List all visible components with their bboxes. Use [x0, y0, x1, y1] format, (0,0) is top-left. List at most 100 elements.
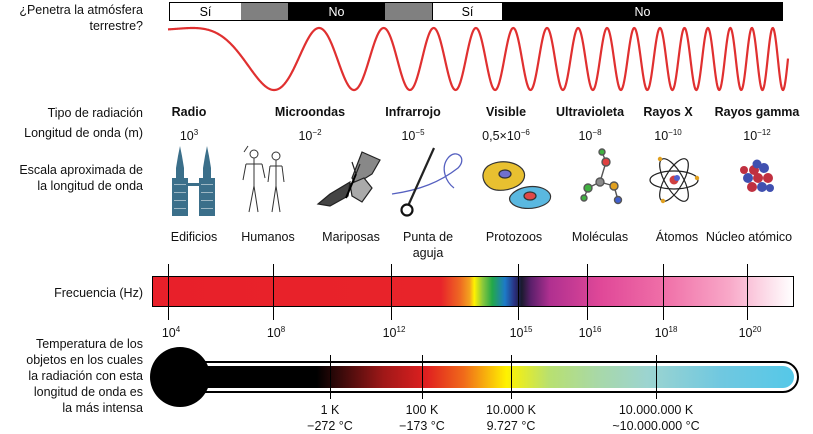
temperature-tick-mark: [330, 355, 331, 399]
frequency-tick-exponent: 4: [175, 325, 181, 334]
frequency-tick-exponent: 16: [592, 325, 602, 334]
scale-object-caption: Núcleo atómico: [705, 230, 793, 244]
nucleus-icon: [740, 159, 774, 192]
temperature-tick-label: 1 K −272 °C: [307, 402, 353, 434]
frequency-tick-exponent: 18: [668, 325, 678, 334]
penetration-seg-partial-1: [241, 3, 288, 20]
frequency-tick-exponent: 8: [280, 325, 286, 334]
wavelength-exponent: −2: [312, 128, 322, 137]
humans-icon: [242, 145, 285, 213]
temperature-celsius: −173 °C: [399, 419, 445, 433]
penetration-seg-partial-2: [385, 3, 432, 20]
frequency-tick-mark: [747, 264, 748, 320]
penetration-seg-no-1: No: [288, 3, 385, 20]
temperature-tick-label: 10.000 K 9.727 °C: [486, 402, 536, 434]
wavelength-base: 0,5×10: [482, 129, 521, 143]
wavelength-value: 10−10: [654, 125, 681, 144]
frequency-tick-label: 1012: [383, 322, 406, 341]
wavelength-base: 10: [179, 129, 194, 143]
scale-label-line2: la longitud de onda: [37, 179, 143, 193]
thermometer-fluid: [182, 366, 794, 388]
penetration-bar: Sí No Sí No: [169, 2, 783, 21]
wavelength-value: 10−2: [298, 125, 321, 144]
scale-icons: [172, 145, 774, 217]
temperature-tick-mark: [422, 355, 423, 399]
radiation-type-name: Rayos X: [643, 105, 693, 119]
frequency-tick-base: 10: [509, 326, 524, 340]
wavelength-label: Longitud de onda (m): [24, 126, 143, 140]
atom-icon: [649, 156, 700, 204]
wavelength-exponent: −12: [757, 128, 771, 137]
frequency-tick-base: 10: [382, 326, 397, 340]
penetration-seg-label: No: [634, 4, 651, 19]
radiation-type-name: Rayos gamma: [714, 105, 800, 119]
frequency-tick-label: 1020: [739, 322, 762, 341]
temperature-tick-mark: [511, 355, 512, 399]
radiation-type-name: Microondas: [274, 105, 346, 119]
temperature-tick-mark: [656, 355, 657, 399]
temperature-kelvin: 10.000.000 K: [618, 403, 694, 417]
frequency-tick-base: 10: [738, 326, 753, 340]
penetration-question-line2: terrestre?: [89, 19, 144, 33]
frequency-tick-mark: [587, 264, 588, 320]
frequency-tick-label: 108: [267, 322, 285, 341]
wavelength-exponent: −10: [668, 128, 682, 137]
wavelength-base: 10: [578, 129, 593, 143]
wavelength-exponent: −5: [415, 128, 425, 137]
temperature-celsius: −272 °C: [307, 419, 353, 433]
thermometer-bulb: [150, 347, 210, 407]
scale-label-line1: Escala aproximada de: [19, 163, 143, 177]
temperature-tick-label: 100 K −173 °C: [399, 402, 445, 434]
scale-object-caption-line: aguja: [412, 246, 444, 260]
scale-object-caption: Mariposas: [322, 230, 380, 244]
frequency-label: Frecuencia (Hz): [54, 286, 143, 300]
molecule-icon: [580, 148, 623, 205]
temperature-label: Temperatura de los objetos en los cuales…: [0, 336, 143, 416]
frequency-tick-base: 10: [266, 326, 281, 340]
wavelength-value: 10−12: [743, 125, 770, 144]
penetration-seg-no-2: No: [503, 3, 782, 20]
temperature-kelvin: 1 K: [320, 403, 340, 417]
frequency-tick-exponent: 12: [396, 325, 406, 334]
wavelength-value: 10−8: [578, 125, 601, 144]
frequency-tick-base: 10: [654, 326, 669, 340]
scale-object-caption: Punta de aguja: [403, 229, 453, 261]
temperature-label-line5: la más intensa: [62, 401, 143, 415]
frequency-tick-mark: [273, 264, 274, 320]
frequency-tick-mark: [518, 264, 519, 320]
scale-object-caption: Protozoos: [485, 230, 543, 244]
temperature-tick-label: 10.000.000 K ~10.000.000 °C: [612, 402, 699, 434]
wavelength-base: 10: [743, 129, 758, 143]
scale-object-caption: Átomos: [655, 230, 699, 244]
radiation-type-name: Visible: [485, 105, 527, 119]
scale-object-caption: Humanos: [241, 230, 295, 244]
wavelength-value: 10−5: [401, 125, 424, 144]
frequency-tick-label: 1016: [579, 322, 602, 341]
radiation-type-name: Infrarrojo: [385, 105, 441, 119]
frequency-tick-label: 1018: [655, 322, 678, 341]
frequency-tick-exponent: 15: [523, 325, 533, 334]
wavelength-base: 10: [298, 129, 313, 143]
wavelength-value: 0,5×10−6: [482, 125, 530, 144]
needle-icon: [391, 147, 463, 217]
butterfly-icon: [316, 151, 381, 207]
temperature-kelvin: 10.000 K: [485, 403, 537, 417]
penetration-seg-yes-radio: Sí: [170, 3, 241, 20]
protozoa-icon: [482, 161, 552, 209]
scale-object-caption: Moléculas: [571, 230, 629, 244]
scale-label: Escala aproximada de la longitud de onda: [0, 162, 143, 194]
penetration-seg-label: Sí: [461, 4, 474, 19]
buildings-icon: [172, 146, 215, 216]
frequency-tick-exponent: 20: [752, 325, 762, 334]
scale-object-caption-line: Punta de: [402, 230, 454, 244]
temperature-label-line4: longitud de onda es: [33, 385, 143, 399]
frequency-tick-base: 10: [578, 326, 593, 340]
penetration-question: ¿Penetra la atmósfera terrestre?: [0, 2, 143, 34]
wavelength-base: 10: [654, 129, 669, 143]
frequency-tick-mark: [391, 264, 392, 320]
frequency-tick-label: 104: [162, 322, 180, 341]
wavelength-exponent: 3: [193, 128, 199, 137]
wavelength-exponent: −6: [520, 128, 530, 137]
penetration-seg-yes-visible: Sí: [432, 3, 503, 20]
penetration-question-line1: ¿Penetra la atmósfera: [19, 3, 143, 17]
